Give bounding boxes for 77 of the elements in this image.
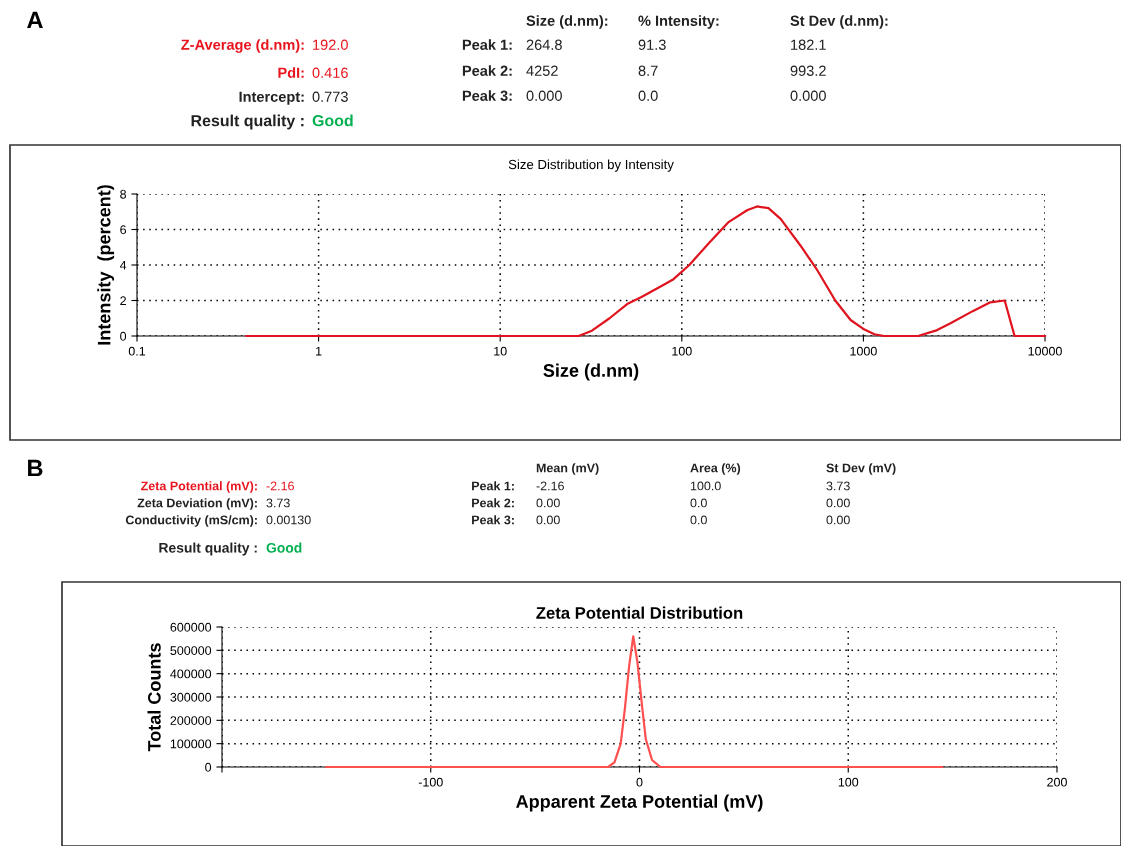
x-tick-label: 10000: [1028, 346, 1062, 356]
text: -2.16: [266, 481, 294, 491]
text: Conductivity (mS/cm):: [125, 515, 257, 527]
text: 91.3: [638, 39, 666, 50]
text: Z-Average (d.nm):: [181, 39, 304, 53]
text: 0.0: [690, 498, 707, 508]
text: Zeta Deviation (mV):: [137, 498, 257, 510]
text: Peak 1:: [462, 39, 512, 50]
y-axis-title: Total Counts: [147, 643, 161, 752]
y-tick-label: 0: [205, 762, 212, 772]
text: 264.8: [526, 39, 562, 50]
text: 182.1: [791, 39, 826, 50]
x-tick-label: 1000: [850, 346, 877, 356]
text: 3.73: [266, 498, 290, 508]
text: Peak 3:: [462, 90, 512, 101]
text: Good: [312, 114, 353, 127]
text: PdI:: [278, 67, 304, 78]
text: A: [27, 11, 43, 29]
text: 0.000: [790, 90, 826, 101]
x-axis-title: Size (d.nm): [543, 363, 639, 381]
text: 0.416: [312, 67, 348, 78]
y-axis-title: Intensity (percent): [97, 185, 115, 345]
x-tick-label: 0: [636, 777, 643, 787]
text: Result quality :: [159, 542, 257, 556]
text: Peak 3:: [472, 515, 514, 525]
line-series: [325, 635, 944, 769]
y-tick-label: 300000: [170, 692, 212, 702]
x-tick-label: 200: [1047, 777, 1067, 787]
text: St Dev (mV): [826, 463, 896, 475]
text: % Intensity:: [638, 15, 719, 29]
text: Intercept:: [239, 91, 304, 105]
text: 993.2: [790, 65, 826, 76]
y-tick-label: 0: [120, 331, 127, 341]
text: Peak 2:: [462, 65, 512, 76]
text: 0.00: [826, 515, 850, 525]
text: 0.000: [526, 90, 562, 101]
text: 192.0: [313, 39, 348, 50]
y-tick-label: 6: [120, 225, 127, 235]
x-tick-label: -100: [418, 777, 443, 787]
x-tick-label: 0.1: [128, 346, 146, 356]
chart-title: Zeta Potential Distribution: [536, 606, 743, 619]
text: 0.0: [690, 515, 707, 525]
y-tick-label: 8: [120, 189, 127, 199]
text: 0.00: [826, 498, 850, 508]
y-tick-label: 200000: [170, 716, 212, 725]
x-tick-label: 1: [316, 346, 322, 356]
y-tick-label: 4: [119, 260, 127, 270]
text: -2.16: [536, 481, 564, 491]
text: 0.773: [312, 91, 348, 102]
text: B: [28, 459, 43, 477]
x-tick-label: 100: [672, 346, 692, 356]
chart-title: Size Distribution by Intensity: [508, 159, 674, 172]
text: Peak 2:: [472, 498, 514, 508]
y-tick-label: 100000: [170, 739, 212, 749]
x-tick-label: 100: [838, 777, 859, 787]
text: 100.0: [690, 481, 721, 491]
text: St Dev (d.nm):: [790, 15, 888, 29]
y-tick-label: 2: [120, 296, 126, 306]
text: Good: [266, 542, 302, 553]
text: 0.00130: [266, 515, 311, 525]
x-tick-label: 10: [494, 346, 507, 356]
text: 0.0: [638, 90, 658, 101]
text: Area (%): [690, 463, 741, 475]
text: 8.7: [638, 65, 658, 76]
text: 0.00: [536, 515, 560, 525]
text: Mean (mV): [536, 463, 599, 475]
text: Peak 1:: [472, 481, 514, 491]
text: Result quality :: [191, 114, 304, 130]
x-axis-title: Apparent Zeta Potential (mV): [516, 794, 763, 812]
text: 0.00: [536, 498, 560, 508]
text: 3.73: [826, 481, 850, 491]
text: Zeta Potential (mV):: [141, 481, 257, 493]
y-tick-label: 400000: [170, 669, 212, 679]
y-tick-label: 500000: [170, 646, 212, 655]
text: 4252: [526, 65, 558, 76]
text: Size (d.nm):: [526, 15, 608, 29]
y-tick-label: 600000: [170, 622, 212, 632]
